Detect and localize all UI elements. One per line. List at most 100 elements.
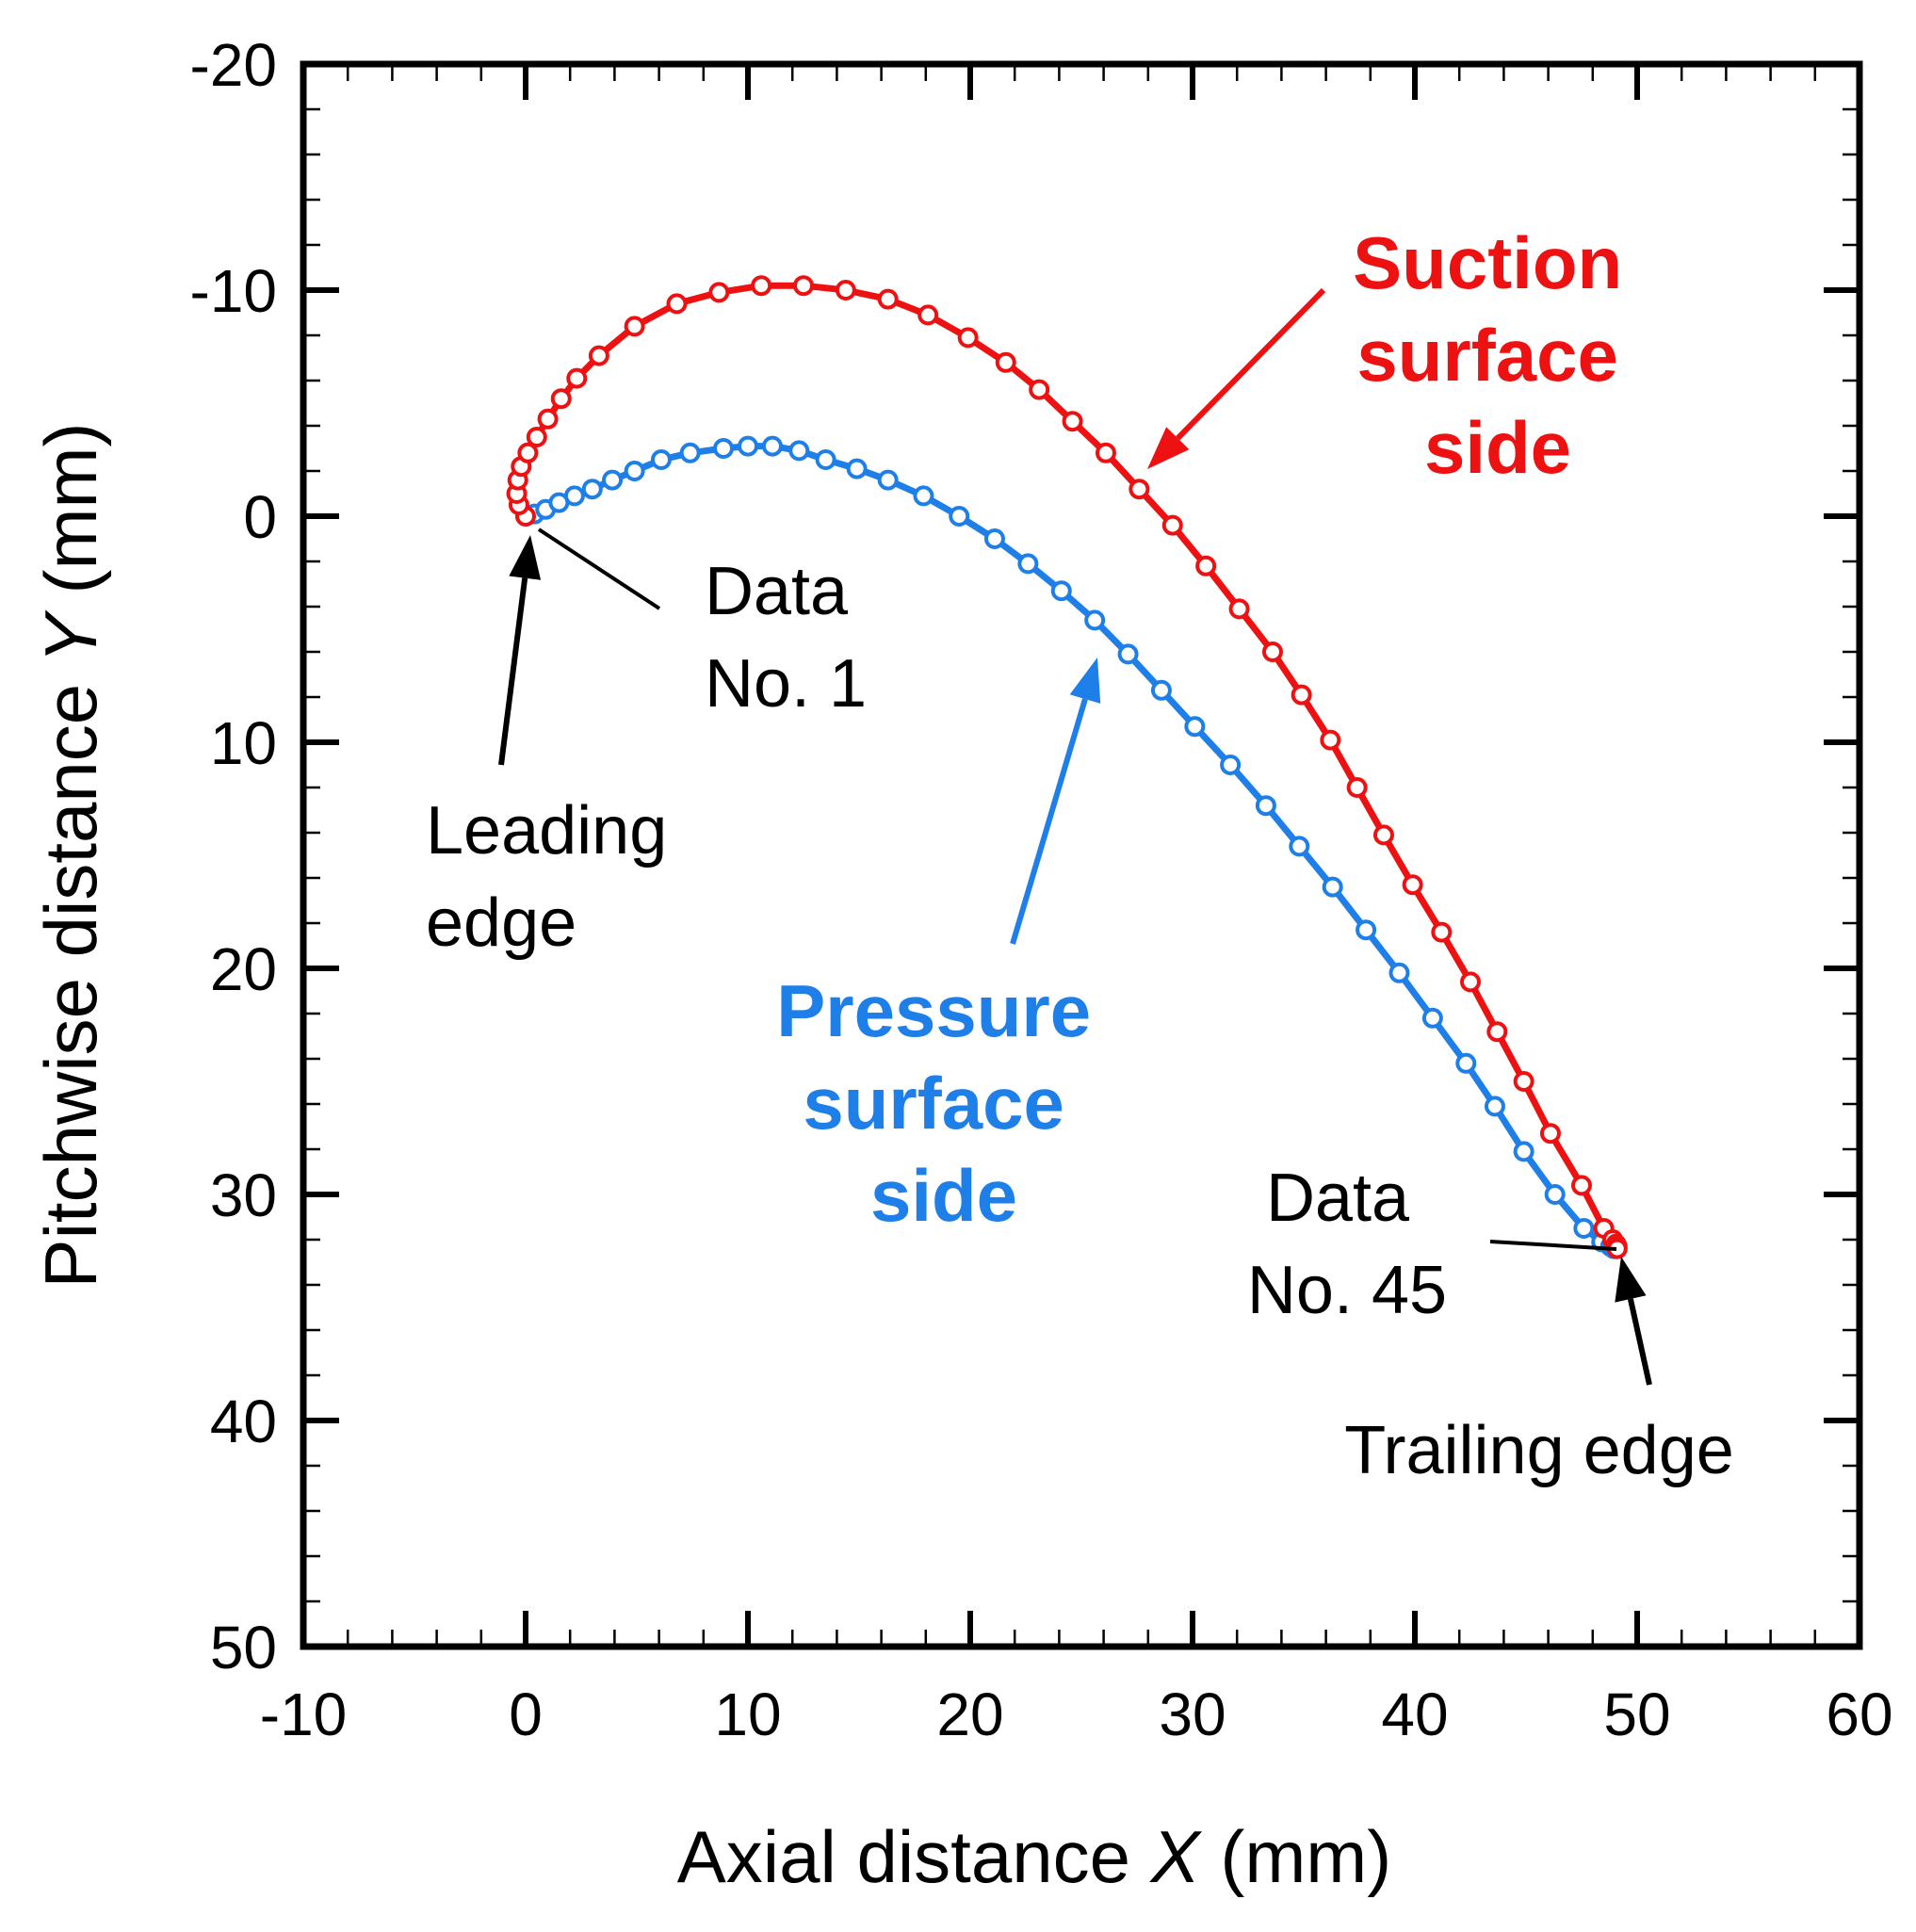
y-tick-label: -10 bbox=[190, 257, 278, 325]
suction-arrow-shaft bbox=[1176, 287, 1326, 441]
data1-label-line1: Data bbox=[705, 554, 849, 629]
x-tick-label: 20 bbox=[936, 1680, 1003, 1748]
pressure-label-line1: Pressure bbox=[776, 969, 1091, 1052]
pressure-data-point bbox=[1220, 755, 1242, 775]
pressure-data-point bbox=[563, 485, 585, 507]
suction-data-point bbox=[1029, 379, 1050, 400]
suction-data-point bbox=[1346, 777, 1368, 798]
pressure-data-point bbox=[1573, 1218, 1595, 1239]
annotation-arrows bbox=[498, 287, 1652, 1386]
y-tick-label: -20 bbox=[190, 31, 278, 99]
leading-edge-line1: Leading bbox=[426, 793, 667, 869]
suction-data-point bbox=[708, 282, 730, 303]
pressure-data-point bbox=[713, 438, 735, 459]
suction-data-point bbox=[835, 280, 856, 300]
pressure-data-point bbox=[846, 458, 868, 479]
suction-arrow-head bbox=[1147, 427, 1190, 469]
pressure-data-point bbox=[1356, 919, 1377, 941]
pressure-data-point bbox=[1050, 580, 1072, 602]
y-tick-label: 10 bbox=[210, 709, 277, 777]
suction-data-point bbox=[624, 316, 645, 337]
pressure-data-point bbox=[1421, 1007, 1443, 1029]
suction-data-point bbox=[526, 427, 547, 447]
suction-data-point bbox=[995, 351, 1016, 373]
suction-data-point bbox=[517, 442, 539, 463]
suction-data-point bbox=[751, 275, 772, 297]
x-tick-label: 30 bbox=[1159, 1680, 1226, 1748]
suction-label-line1: Suction bbox=[1353, 221, 1622, 304]
leading-edge-arrow-shaft bbox=[498, 577, 528, 766]
suction-data-point bbox=[1128, 479, 1150, 500]
y-tick-label: 50 bbox=[210, 1614, 277, 1681]
data45-leader-line bbox=[1489, 1240, 1617, 1251]
data1-leader-line bbox=[537, 528, 661, 610]
pressure-data-point bbox=[1017, 553, 1039, 575]
pressure-label-line3: side bbox=[870, 1154, 1017, 1237]
pressure-arrow-shaft bbox=[1010, 698, 1088, 945]
pressure-arrow-head bbox=[1069, 658, 1101, 704]
suction-data-point bbox=[1431, 921, 1453, 943]
y-tick-label: 30 bbox=[210, 1161, 277, 1229]
x-axis-title: Axial distance X (mm) bbox=[677, 1815, 1392, 1898]
suction-data-point bbox=[537, 408, 559, 430]
y-axis-title: Pitchwise distance Y (mm) bbox=[29, 423, 112, 1289]
y-tick-label: 40 bbox=[210, 1388, 277, 1455]
suction-label-line3: side bbox=[1424, 406, 1571, 489]
suction-data-point bbox=[1195, 555, 1217, 576]
suction-data-point bbox=[1460, 971, 1481, 993]
trailing-edge-arrow-shaft bbox=[1627, 1298, 1652, 1386]
x-tick-label: 50 bbox=[1603, 1680, 1670, 1748]
y-tick-label: 0 bbox=[243, 483, 277, 551]
suction-data-point bbox=[1228, 598, 1250, 620]
suction-label: Suction surface side bbox=[1353, 221, 1643, 489]
suction-data-point bbox=[1320, 729, 1341, 751]
pressure-data-point bbox=[949, 506, 970, 527]
suction-data-point bbox=[793, 275, 814, 297]
leading-edge-line2: edge bbox=[426, 885, 576, 961]
suction-data-point bbox=[550, 388, 572, 410]
pressure-data-point bbox=[679, 442, 701, 463]
pressure-data-point bbox=[1289, 836, 1310, 857]
suction-data-point bbox=[1261, 641, 1283, 662]
pressure-data-point bbox=[1184, 716, 1206, 738]
suction-data-point bbox=[1062, 411, 1083, 432]
pressure-data-point bbox=[602, 469, 624, 491]
pressure-data-point bbox=[1150, 679, 1172, 701]
pressure-data-point bbox=[1084, 609, 1106, 631]
pressure-data-point bbox=[738, 435, 758, 457]
series-layer bbox=[506, 275, 1628, 1259]
y-tick-label: 20 bbox=[210, 935, 277, 1003]
data1-label-line2: No. 1 bbox=[705, 646, 867, 722]
suction-data-point bbox=[666, 293, 688, 315]
pressure-data-point bbox=[788, 440, 810, 462]
suction-data-point bbox=[1291, 684, 1312, 706]
data45-label-line2: No. 45 bbox=[1247, 1253, 1447, 1328]
pressure-data-point bbox=[1117, 643, 1139, 665]
suction-data-point bbox=[1486, 1021, 1508, 1043]
x-tick-label: 10 bbox=[714, 1680, 781, 1748]
suction-data-point bbox=[1402, 874, 1423, 896]
pressure-label-line2: surface bbox=[803, 1062, 1064, 1145]
suction-data-point bbox=[917, 304, 939, 326]
data45-label-line1: Data bbox=[1266, 1161, 1410, 1236]
x-tick-label: -10 bbox=[260, 1680, 348, 1748]
suction-label-line2: surface bbox=[1356, 314, 1618, 397]
suction-data-point bbox=[1513, 1071, 1534, 1092]
leading-edge-label: Leading edge bbox=[426, 793, 686, 961]
pressure-data-point bbox=[1322, 876, 1343, 898]
suction-data-point bbox=[566, 367, 588, 389]
pressure-data-point bbox=[1255, 795, 1276, 817]
pressure-data-point bbox=[1484, 1096, 1505, 1117]
x-tick-label: 60 bbox=[1826, 1680, 1892, 1748]
data1-label: Data No. 1 bbox=[705, 554, 867, 722]
pressure-data-point bbox=[877, 469, 899, 491]
pressure-data-point bbox=[983, 528, 1005, 549]
tick-labels: -10 0 10 20 30 40 50 60 -20 -10 0 10 20 30 40 50 bbox=[190, 31, 1893, 1748]
pressure-data-point bbox=[1513, 1141, 1534, 1162]
pressure-data-point bbox=[1455, 1052, 1477, 1074]
pressure-data-point bbox=[913, 485, 934, 507]
suction-data-point bbox=[1539, 1123, 1561, 1145]
pressure-data-point bbox=[761, 435, 783, 457]
trailing-edge-label: Trailing edge bbox=[1344, 1413, 1734, 1488]
suction-data-point bbox=[957, 327, 979, 349]
